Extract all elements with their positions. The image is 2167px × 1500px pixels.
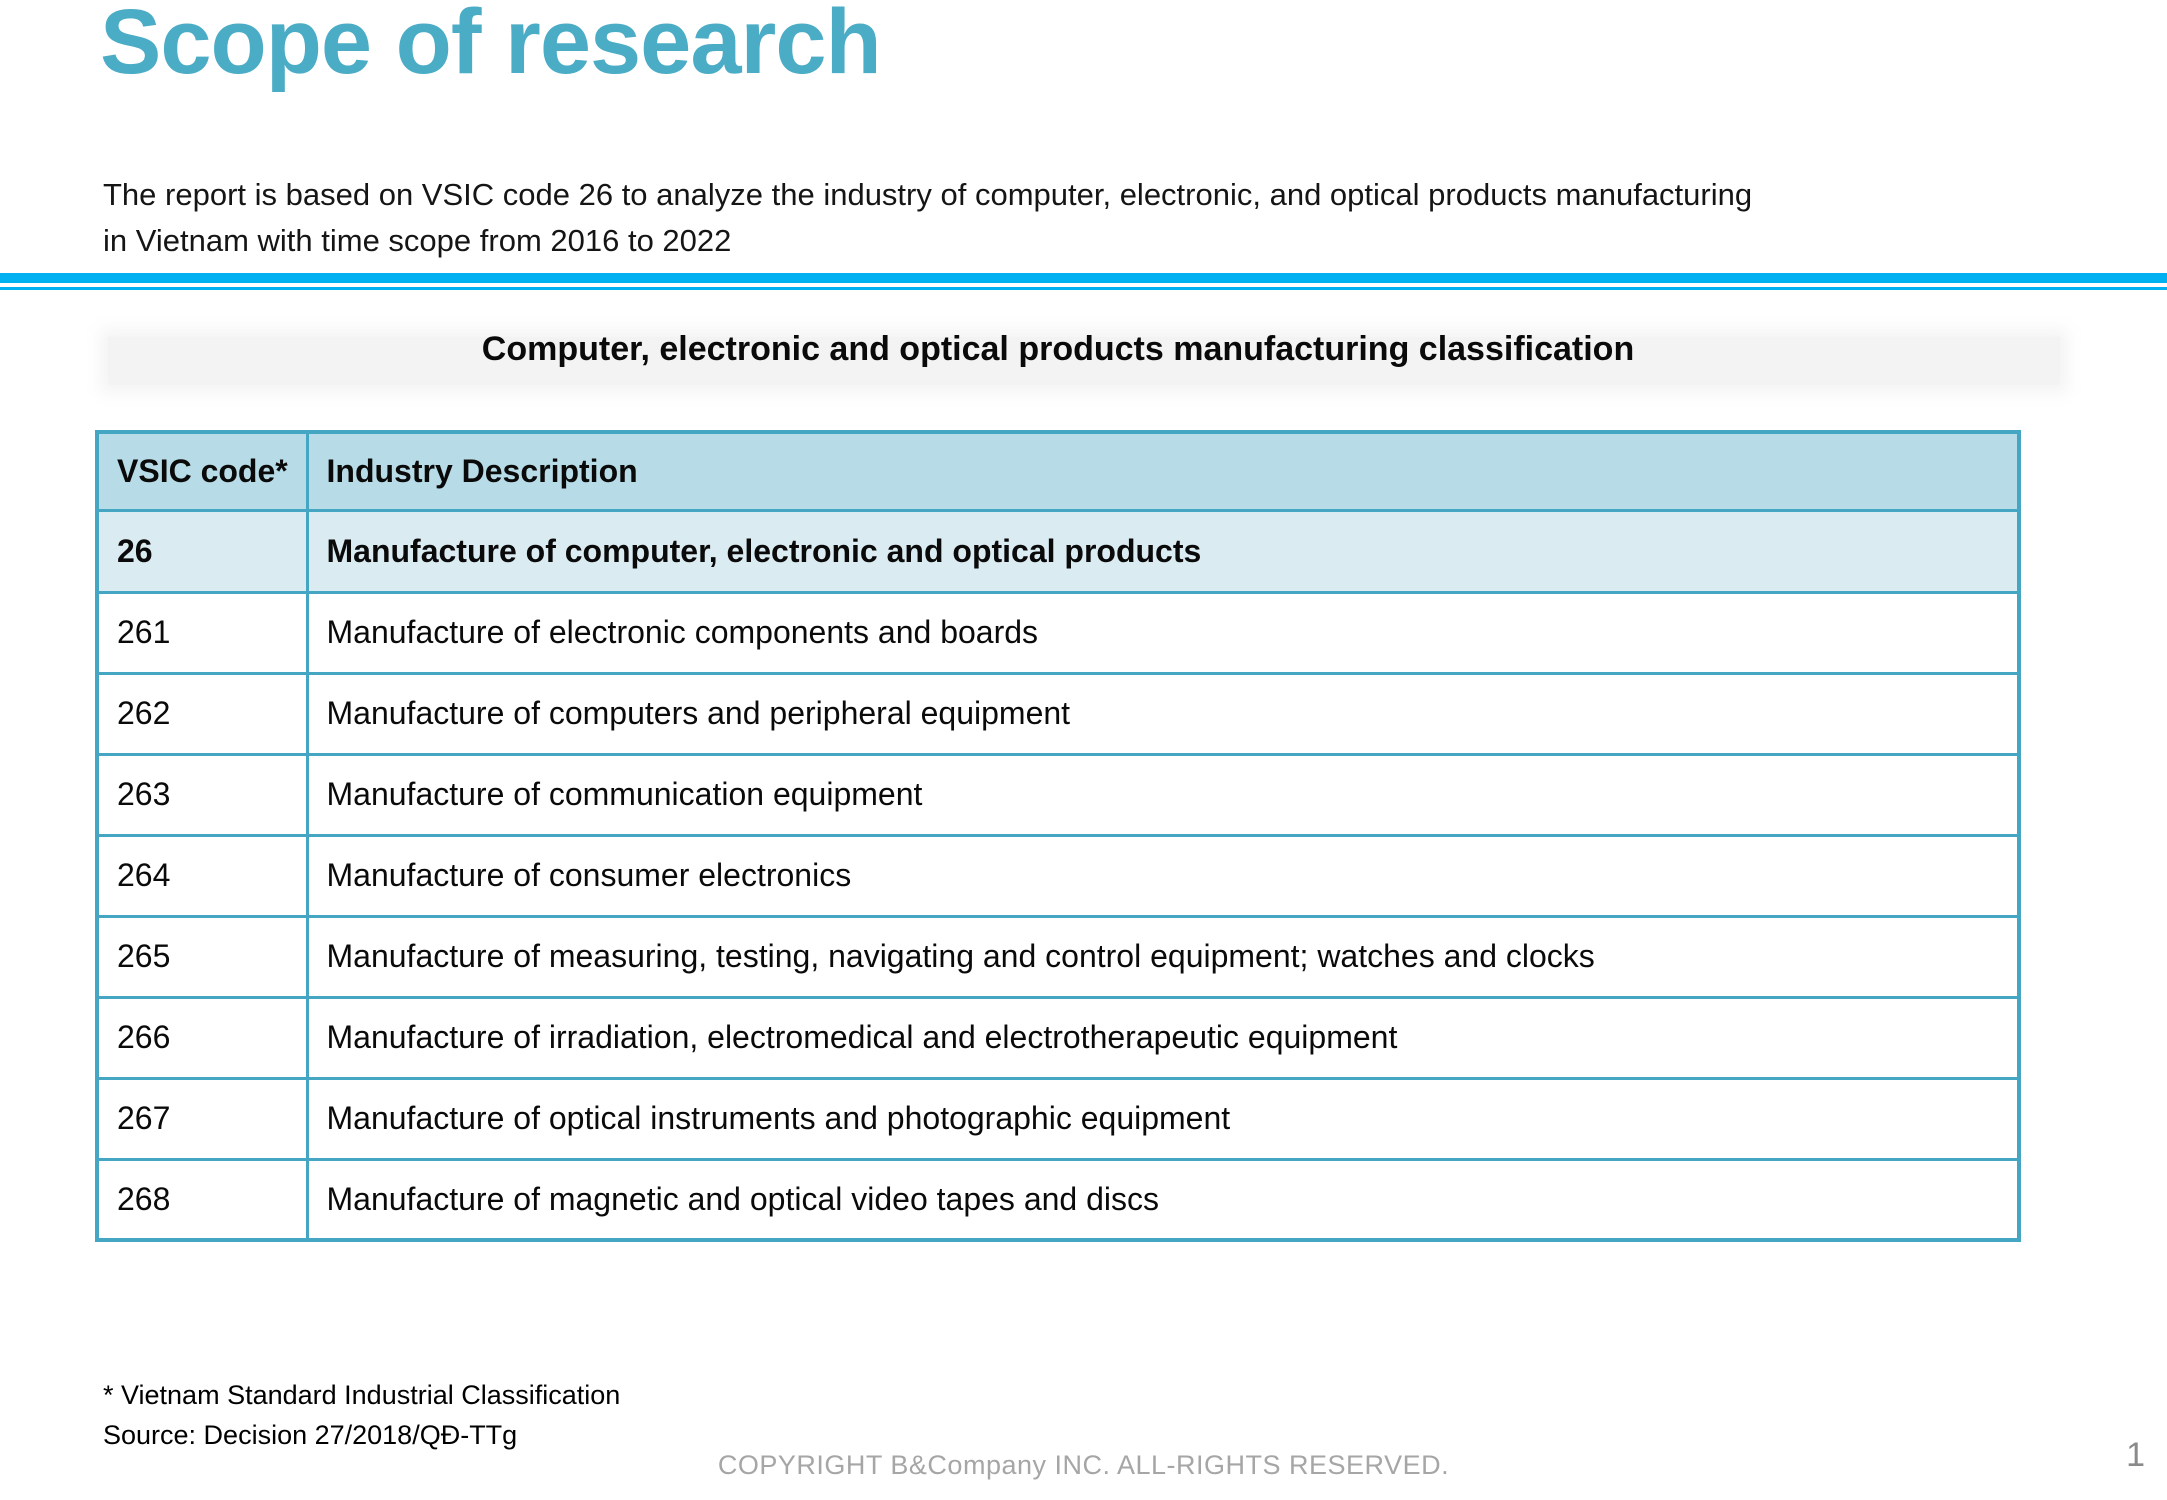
industry-description-cell: Manufacture of consumer electronics	[305, 833, 2021, 918]
industry-description-cell: Manufacture of communication equipment	[305, 752, 2021, 837]
table-row: 268 Manufacture of magnetic and optical …	[95, 1157, 2021, 1242]
source-note: Source: Decision 27/2018/QĐ-TTg	[103, 1420, 518, 1450]
vsic-code-cell: 266	[95, 995, 309, 1080]
vsic-footnote: * Vietnam Standard Industrial Classifica…	[103, 1380, 621, 1410]
intro-paragraph: The report is based on VSIC code 26 to a…	[103, 172, 1752, 264]
vsic-code-cell: 261	[95, 590, 309, 675]
vsic-code-cell: 26	[95, 508, 309, 594]
vsic-code-cell: 268	[95, 1157, 309, 1242]
table-row: 265 Manufacture of measuring, testing, n…	[95, 914, 2021, 999]
table-row: 262 Manufacture of computers and periphe…	[95, 671, 2021, 756]
industry-description-cell: Manufacture of electronic components and…	[305, 590, 2021, 675]
industry-description-cell: Manufacture of computers and peripheral …	[305, 671, 2021, 756]
vsic-code-cell: 267	[95, 1076, 309, 1161]
vsic-code-cell: 263	[95, 752, 309, 837]
vsic-code-cell: 265	[95, 914, 309, 999]
industry-description-cell: Manufacture of optical instruments and p…	[305, 1076, 2021, 1161]
vsic-code-cell: 262	[95, 671, 309, 756]
table-row: 267 Manufacture of optical instruments a…	[95, 1076, 2021, 1161]
table-header-row: VSIC code* Industry Description	[95, 430, 2021, 512]
industry-description-cell: Manufacture of magnetic and optical vide…	[305, 1157, 2021, 1242]
industry-description-cell: Manufacture of measuring, testing, navig…	[305, 914, 2021, 999]
copyright-text: COPYRIGHT B&Company INC. ALL-RIGHTS RESE…	[717, 1450, 1450, 1480]
table-row: 266 Manufacture of irradiation, electrom…	[95, 995, 2021, 1080]
intro-line-2: in Vietnam with time scope from 2016 to …	[103, 222, 732, 258]
table-row: 26 Manufacture of computer, electronic a…	[95, 508, 2021, 594]
divider-thin-line	[0, 287, 2167, 290]
industry-description-cell: Manufacture of computer, electronic and …	[305, 508, 2021, 594]
vsic-classification-table: VSIC code* Industry Description 26 Manuf…	[95, 430, 2021, 1242]
page-title: Scope of research	[100, 0, 882, 93]
page-number: 1	[2126, 1436, 2145, 1474]
classification-heading: Computer, electronic and optical product…	[481, 330, 1635, 368]
heading-background-band	[108, 337, 2060, 385]
vsic-code-cell: 264	[95, 833, 309, 918]
table-row: 263 Manufacture of communication equipme…	[95, 752, 2021, 837]
table-row: 264 Manufacture of consumer electronics	[95, 833, 2021, 918]
industry-description-cell: Manufacture of irradiation, electromedic…	[305, 995, 2021, 1080]
intro-line-1: The report is based on VSIC code 26 to a…	[103, 177, 1753, 212]
column-header-industry-description: Industry Description	[305, 430, 2021, 512]
column-header-vsic-code: VSIC code*	[95, 430, 309, 512]
table-row: 261 Manufacture of electronic components…	[95, 590, 2021, 675]
divider-thick-line	[0, 273, 2167, 283]
